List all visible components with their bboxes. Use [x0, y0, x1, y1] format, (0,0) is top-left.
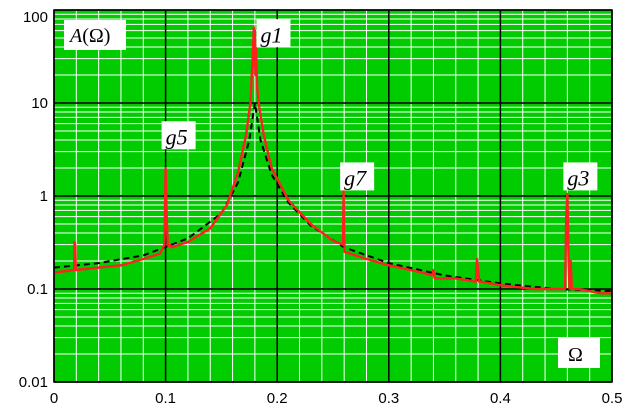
x-tick-label: 0.5 — [602, 390, 623, 407]
annotation-box — [161, 121, 196, 150]
peak-label: g5 — [166, 124, 188, 149]
annotation-box — [563, 162, 598, 191]
x-tick-label: 0.1 — [155, 390, 176, 407]
y-tick-label: 0.1 — [27, 281, 48, 298]
x-tick-label: 0.4 — [490, 390, 511, 407]
x-axis-label: Ω — [568, 344, 583, 366]
peak-label: g3 — [567, 165, 589, 190]
series-line-solid — [53, 26, 612, 295]
series-line-dashed — [53, 102, 613, 293]
minor-grid — [54, 10, 612, 382]
peak-annotations: g1 g5 g7 g3 — [161, 19, 598, 191]
series-layer — [53, 26, 613, 295]
x-tick-label: 0.3 — [378, 390, 399, 407]
y-tick-label: 10 — [31, 95, 48, 112]
annotation-box — [340, 162, 375, 191]
y-tick-label: 1 — [40, 188, 48, 205]
peak-label: g1 — [260, 22, 282, 47]
y-tick-label: 100 — [23, 9, 48, 26]
xlabel-box — [558, 338, 600, 368]
plot-border — [53, 9, 613, 383]
x-tick-label: 0.2 — [267, 390, 288, 407]
tick-labels: 0 0.1 0.2 0.3 0.4 0.5 0.01 0.1 1 10 100 — [19, 9, 623, 407]
annotation-box — [256, 19, 291, 48]
ylabel-box — [64, 20, 126, 50]
y-axis-label-rest: (Ω) — [82, 25, 110, 47]
y-axis-label: A(Ω) — [68, 25, 110, 47]
x-tick-label: 0 — [50, 390, 58, 407]
y-axis-label-italic: A — [68, 25, 83, 47]
peak-label: g7 — [344, 165, 367, 190]
y-tick-label: 0.01 — [19, 374, 48, 391]
